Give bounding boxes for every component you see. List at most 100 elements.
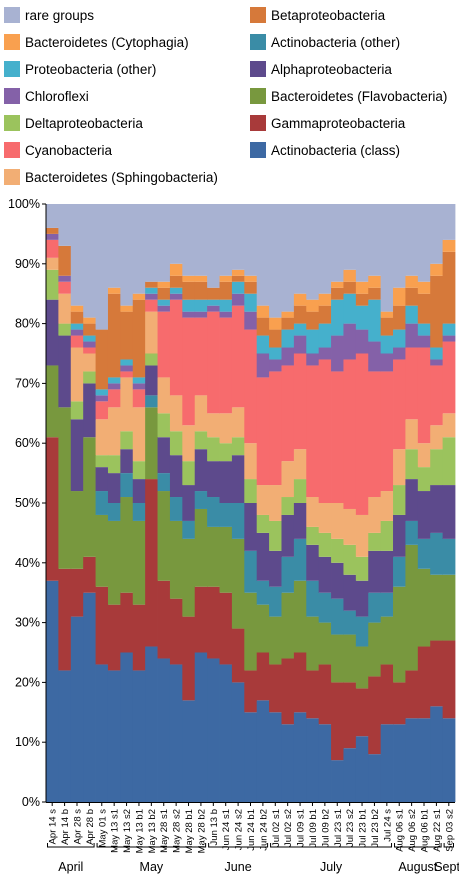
bar-segment	[107, 389, 121, 408]
legend-item: Chloroflexi	[4, 85, 89, 107]
bar-segment	[194, 311, 208, 318]
bar-segment	[430, 365, 443, 426]
bar-segment	[219, 592, 233, 665]
bar-segment	[145, 395, 158, 408]
bar-segment	[46, 239, 59, 258]
x-tick-label: Aug 06 s1	[395, 809, 406, 852]
bar-segment	[256, 204, 270, 306]
bar-segment	[244, 275, 258, 282]
y-tick-label: 90%	[15, 257, 40, 271]
bar-segment	[219, 299, 233, 312]
y-tick-label: 70%	[15, 376, 40, 390]
bar-segment	[331, 503, 344, 539]
bar-segment	[393, 359, 406, 450]
bar-segment	[281, 724, 295, 802]
bar-segment	[306, 670, 320, 719]
bar-segment	[343, 682, 357, 749]
bar-segment	[83, 335, 96, 342]
x-tick-label: Apr 28 s	[72, 809, 83, 845]
bar-segment	[70, 329, 84, 336]
bars-group	[46, 204, 456, 802]
legend-item: Gammaproteobacteria	[250, 112, 405, 134]
bar-segment	[269, 317, 282, 330]
legend-label: Betaproteobacteria	[271, 7, 386, 23]
bar-segment	[380, 664, 394, 725]
bar-segment	[256, 580, 270, 605]
legend-item: Deltaproteobacteria	[4, 112, 143, 134]
bar-segment	[417, 293, 431, 324]
bar-segment	[182, 299, 196, 312]
x-tick-label: Aug 06 b1	[420, 809, 431, 852]
x-tick-label: Jul 23 s2	[345, 809, 356, 847]
legend-swatch	[250, 115, 266, 131]
bar-segment	[355, 204, 369, 282]
bar-segment	[157, 287, 171, 300]
bar-segment	[244, 712, 258, 802]
month-bracket	[443, 843, 454, 848]
bar-segment	[182, 700, 196, 802]
bar-segment	[120, 652, 134, 802]
bar-segment	[368, 497, 382, 533]
bar-segment	[318, 503, 332, 533]
bar-segment	[417, 467, 431, 492]
bar-segment	[157, 491, 171, 581]
bar-segment	[368, 676, 382, 755]
month-label: July	[320, 860, 343, 874]
bar-segment	[380, 520, 394, 551]
bar-segment	[293, 353, 307, 450]
bar-segment	[281, 347, 295, 366]
bar-segment	[219, 275, 233, 282]
bar-segment	[244, 479, 258, 503]
bar-segment	[145, 407, 158, 480]
bar-segment	[306, 718, 320, 802]
bar-segment	[83, 347, 96, 354]
bar-segment	[331, 598, 344, 635]
bar-segment	[70, 335, 84, 348]
x-tick-label: Jun 13 b	[209, 809, 220, 845]
bar-segment	[120, 311, 134, 360]
bar-segment	[95, 586, 109, 665]
bar-segment	[269, 712, 282, 802]
x-tick-label: May 13 s1	[110, 809, 121, 853]
bar-segment	[194, 508, 208, 587]
x-tick-label: May 28 b2	[196, 809, 207, 853]
bar-segment	[393, 556, 406, 587]
bar-segment	[405, 479, 419, 521]
x-tick-label: Jul 23 b1	[358, 809, 369, 848]
legend-item: Proteobacteria (other)	[4, 58, 156, 80]
bar-segment	[58, 335, 72, 408]
bar-segment	[355, 293, 369, 306]
bar-segment	[107, 670, 121, 802]
bar-segment	[157, 299, 171, 306]
bar-segment	[380, 335, 394, 354]
bar-segment	[293, 479, 307, 503]
bar-segment	[219, 664, 233, 802]
legend-label: Gammaproteobacteria	[271, 115, 406, 131]
bar-segment	[58, 293, 72, 324]
bar-segment	[269, 485, 282, 521]
bar-segment	[107, 287, 121, 294]
bar-segment	[83, 323, 96, 336]
bar-segment	[182, 538, 196, 617]
bar-segment	[355, 580, 369, 617]
bar-segment	[343, 281, 357, 294]
bar-segment	[318, 556, 332, 593]
bar-segment	[219, 204, 233, 276]
y-tick-label: 10%	[15, 735, 40, 749]
bar-segment	[46, 204, 59, 228]
legend-swatch	[4, 7, 20, 23]
bar-segment	[157, 377, 171, 414]
bar-segment	[306, 329, 320, 354]
bar-segment	[83, 317, 96, 324]
y-tick-label: 60%	[15, 436, 40, 450]
bar-segment	[70, 616, 84, 802]
bar-segment	[169, 455, 183, 498]
bar-segment	[207, 658, 220, 802]
bar-segment	[417, 443, 431, 468]
legend-swatch	[250, 61, 266, 77]
x-tick-label: May 28 s1	[159, 809, 170, 853]
bar-segment	[430, 532, 443, 575]
bar-segment	[430, 574, 443, 641]
bar-segment	[405, 305, 419, 324]
bar-segment	[393, 682, 406, 725]
